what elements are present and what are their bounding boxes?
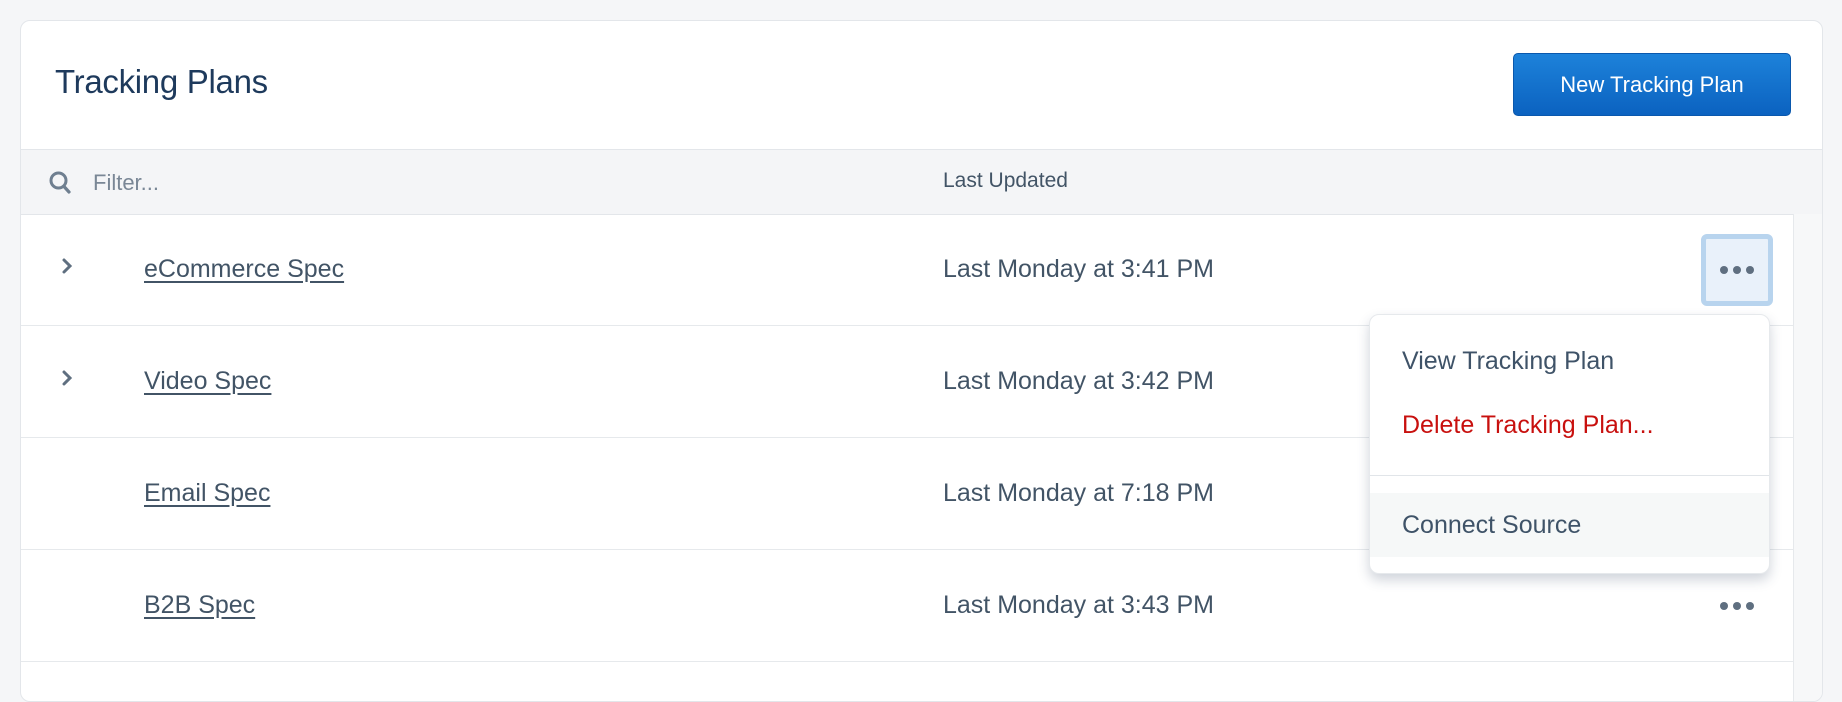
search-icon	[49, 171, 71, 194]
plan-link[interactable]: Email Spec	[144, 479, 271, 507]
table-row: Email Spec Last Monday at 7:18 PM	[21, 438, 1793, 550]
new-tracking-plan-button[interactable]: New Tracking Plan	[1513, 53, 1791, 116]
menu-item-delete-tracking-plan[interactable]: Delete Tracking Plan...	[1402, 411, 1654, 439]
menu-item-connect-source[interactable]: Connect Source	[1370, 493, 1769, 557]
more-actions-button[interactable]	[1701, 570, 1773, 642]
table-row: Video Spec Last Monday at 3:42 PM	[21, 326, 1793, 438]
column-header-last-updated[interactable]: Last Updated	[943, 169, 1068, 192]
plan-link[interactable]: eCommerce Spec	[144, 255, 345, 283]
table-header: Last Updated	[21, 149, 1822, 215]
page-title: Tracking Plans	[55, 63, 268, 100]
last-updated: Last Monday at 3:41 PM	[943, 255, 1214, 283]
last-updated: Last Monday at 7:18 PM	[943, 479, 1214, 507]
last-updated: Last Monday at 3:43 PM	[943, 591, 1214, 619]
scrollbar[interactable]	[1793, 214, 1822, 701]
tracking-plan-list: eCommerce Spec Last Monday at 3:41 PM Vi…	[21, 214, 1793, 662]
plan-link[interactable]: Video Spec	[144, 367, 272, 395]
filter-input[interactable]	[91, 164, 595, 202]
dot	[1720, 266, 1728, 274]
dot	[1733, 602, 1741, 610]
chevron-right-icon[interactable]	[61, 368, 73, 388]
actions-dropdown-menu: View Tracking Plan Delete Tracking Plan.…	[1369, 314, 1770, 574]
table-row: eCommerce Spec Last Monday at 3:41 PM	[21, 214, 1793, 326]
last-updated: Last Monday at 3:42 PM	[943, 367, 1214, 395]
dot	[1733, 266, 1741, 274]
menu-divider	[1370, 475, 1769, 476]
table-row: B2B Spec Last Monday at 3:43 PM	[21, 550, 1793, 662]
plan-link[interactable]: B2B Spec	[144, 591, 256, 619]
dot	[1746, 602, 1754, 610]
more-actions-button[interactable]	[1701, 234, 1773, 306]
dot	[1746, 266, 1754, 274]
menu-item-view-tracking-plan[interactable]: View Tracking Plan	[1402, 347, 1615, 375]
dot	[1720, 602, 1728, 610]
chevron-right-icon[interactable]	[61, 256, 73, 276]
